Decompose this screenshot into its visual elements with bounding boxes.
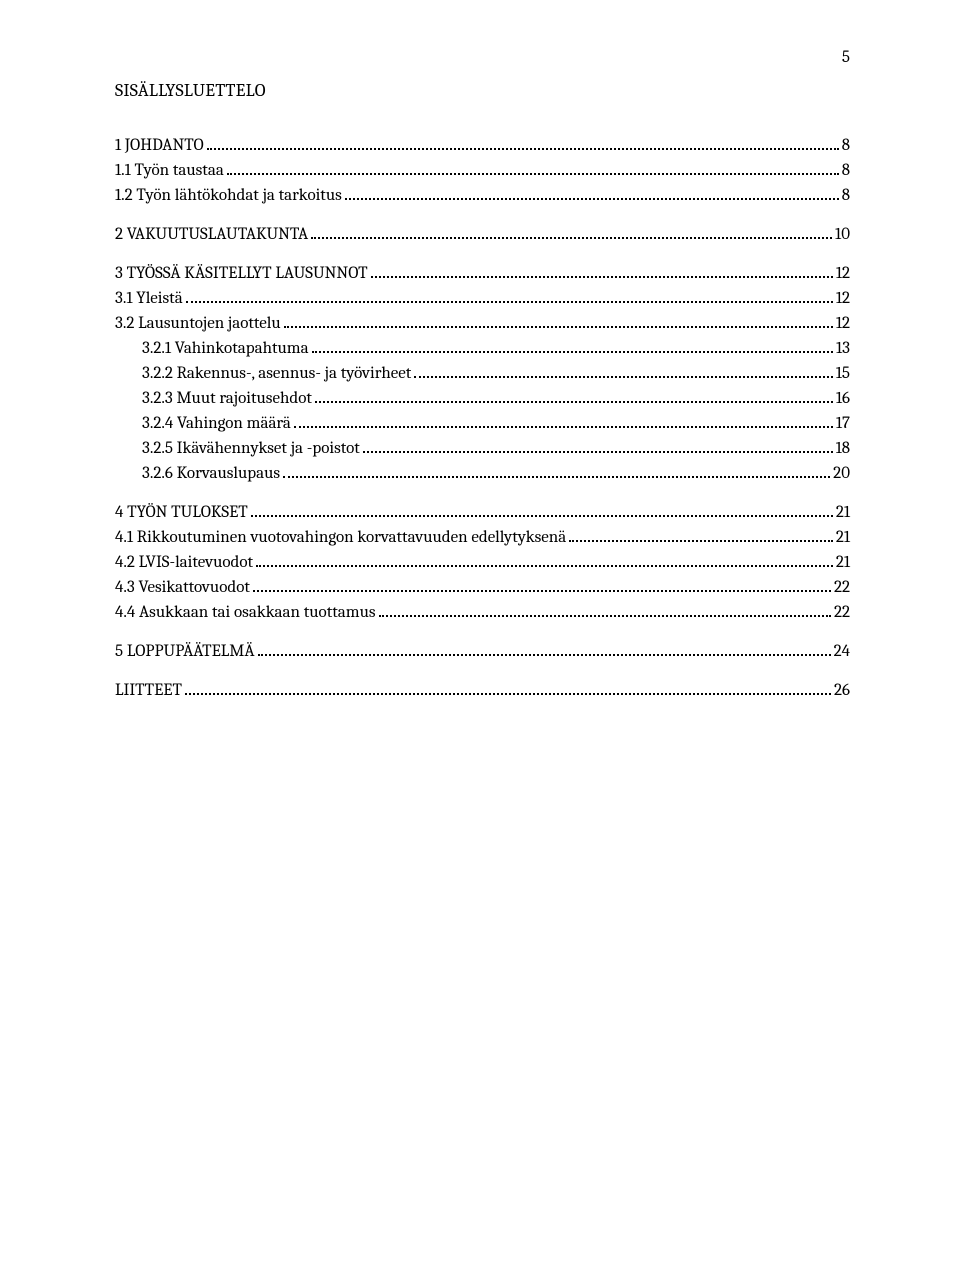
toc-row: 1.1 Työn taustaa 8 (115, 162, 850, 179)
toc-dot-leader (569, 540, 833, 542)
toc-entry-label: 4.3 Vesikattovuodot (115, 579, 250, 596)
toc-dot-leader (371, 276, 833, 278)
toc-list: 1 JOHDANTO81.1 Työn taustaa81.2 Työn läh… (115, 137, 850, 699)
toc-entry-page: 24 (834, 643, 850, 660)
toc-dot-leader (251, 515, 833, 517)
toc-entry-page: 21 (836, 554, 850, 571)
toc-dot-leader (315, 401, 833, 403)
toc-row: 2 VAKUUTUSLAUTAKUNTA 10 (115, 226, 850, 243)
toc-row: 4.3 Vesikattovuodot 22 (115, 579, 850, 596)
toc-entry-page: 21 (836, 504, 850, 521)
toc-dot-leader (284, 326, 833, 328)
toc-row: 3.2.4 Vahingon määrä 17 (115, 415, 850, 432)
toc-dot-leader (207, 148, 839, 150)
toc-entry-label: 3.2.6 Korvauslupaus (142, 465, 280, 482)
toc-entry-page: 10 (835, 226, 850, 243)
toc-entry-label: 4.2 LVIS-laitevuodot (115, 554, 253, 571)
toc-row: 3.2.2 Rakennus-, asennus- ja työvirheet 1… (115, 365, 850, 382)
toc-row: 3.2.5 Ikävähennykset ja -poistot 18 (115, 440, 850, 457)
toc-entry-page: 15 (836, 365, 850, 382)
toc-dot-leader (186, 301, 833, 303)
toc-dot-leader (345, 198, 839, 200)
toc-row: 3 TYÖSSÄ KÄSITELLYT LAUSUNNOT 12 (115, 265, 850, 282)
toc-dot-leader (256, 565, 833, 567)
toc-dot-leader (294, 426, 833, 428)
toc-entry-label: 3.2 Lausuntojen jaottelu (115, 315, 281, 332)
toc-entry-label: 2 VAKUUTUSLAUTAKUNTA (115, 226, 308, 243)
toc-entry-label: 3.2.1 Vahinkotapahtuma (142, 340, 309, 357)
toc-entry-page: 12 (836, 315, 850, 332)
toc-entry-label: 3.2.4 Vahingon määrä (142, 415, 291, 432)
toc-entry-label: 5 LOPPUPÄÄTELMÄ (115, 643, 255, 660)
toc-entry-label: 1 JOHDANTO (115, 137, 204, 154)
toc-entry-label: 3.2.2 Rakennus-, asennus- ja työvirheet (142, 365, 411, 382)
toc-dot-leader (258, 654, 831, 656)
toc-entry-page: 21 (836, 529, 850, 546)
toc-entry-page: 8 (842, 187, 850, 204)
toc-entry-page: 18 (836, 440, 850, 457)
toc-entry-label: 3.2.5 Ikävähennykset ja -poistot (142, 440, 360, 457)
toc-dot-leader (253, 590, 831, 592)
toc-dot-leader (312, 351, 833, 353)
toc-row: 4.2 LVIS-laitevuodot 21 (115, 554, 850, 571)
toc-row: 1.2 Työn lähtökohdat ja tarkoitus 8 (115, 187, 850, 204)
toc-entry-label: 4.4 Asukkaan tai osakkaan tuottamus (115, 604, 376, 621)
toc-row: LIITTEET 26 (115, 682, 850, 699)
toc-row: 4 TYÖN TULOKSET 21 (115, 504, 850, 521)
toc-entry-page: 22 (834, 604, 850, 621)
toc-dot-leader (185, 693, 831, 695)
toc-row: 3.2 Lausuntojen jaottelu 12 (115, 315, 850, 332)
toc-entry-label: 3 TYÖSSÄ KÄSITELLYT LAUSUNNOT (115, 265, 368, 282)
page-number: 5 (842, 48, 850, 67)
toc-row: 3.1 Yleistä 12 (115, 290, 850, 307)
toc-entry-label: 3.2.3 Muut rajoitusehdot (142, 390, 312, 407)
toc-entry-page: 17 (836, 415, 850, 432)
toc-row: 3.2.1 Vahinkotapahtuma 13 (115, 340, 850, 357)
toc-entry-page: 12 (836, 290, 850, 307)
toc-entry-label: 4.1 Rikkoutuminen vuotovahingon korvatta… (115, 529, 566, 546)
toc-row: 4.4 Asukkaan tai osakkaan tuottamus 22 (115, 604, 850, 621)
toc-dot-leader (311, 237, 832, 239)
toc-row: 3.2.3 Muut rajoitusehdot 16 (115, 390, 850, 407)
toc-entry-label: 1.1 Työn taustaa (115, 162, 224, 179)
toc-entry-page: 22 (834, 579, 850, 596)
toc-entry-page: 8 (842, 137, 850, 154)
toc-dot-leader (227, 173, 839, 175)
toc-entry-label: 4 TYÖN TULOKSET (115, 504, 248, 521)
toc-dot-leader (379, 615, 831, 617)
toc-entry-page: 13 (836, 340, 850, 357)
toc-entry-label: 1.2 Työn lähtökohdat ja tarkoitus (115, 187, 342, 204)
toc-row: 3.2.6 Korvauslupaus 20 (115, 465, 850, 482)
toc-dot-leader (414, 376, 832, 378)
toc-entry-page: 16 (836, 390, 850, 407)
toc-entry-page: 26 (834, 682, 850, 699)
toc-title: SISÄLLYSLUETTELO (115, 80, 850, 101)
toc-entry-page: 20 (833, 465, 850, 482)
toc-row: 5 LOPPUPÄÄTELMÄ 24 (115, 643, 850, 660)
toc-dot-leader (363, 451, 833, 453)
toc-row: 4.1 Rikkoutuminen vuotovahingon korvatta… (115, 529, 850, 546)
toc-dot-leader (283, 476, 830, 478)
toc-entry-page: 8 (842, 162, 850, 179)
page: 5 SISÄLLYSLUETTELO 1 JOHDANTO81.1 Työn t… (0, 0, 960, 1263)
toc-row: 1 JOHDANTO 8 (115, 137, 850, 154)
toc-entry-label: LIITTEET (115, 682, 182, 699)
toc-entry-page: 12 (836, 265, 850, 282)
toc-entry-label: 3.1 Yleistä (115, 290, 183, 307)
